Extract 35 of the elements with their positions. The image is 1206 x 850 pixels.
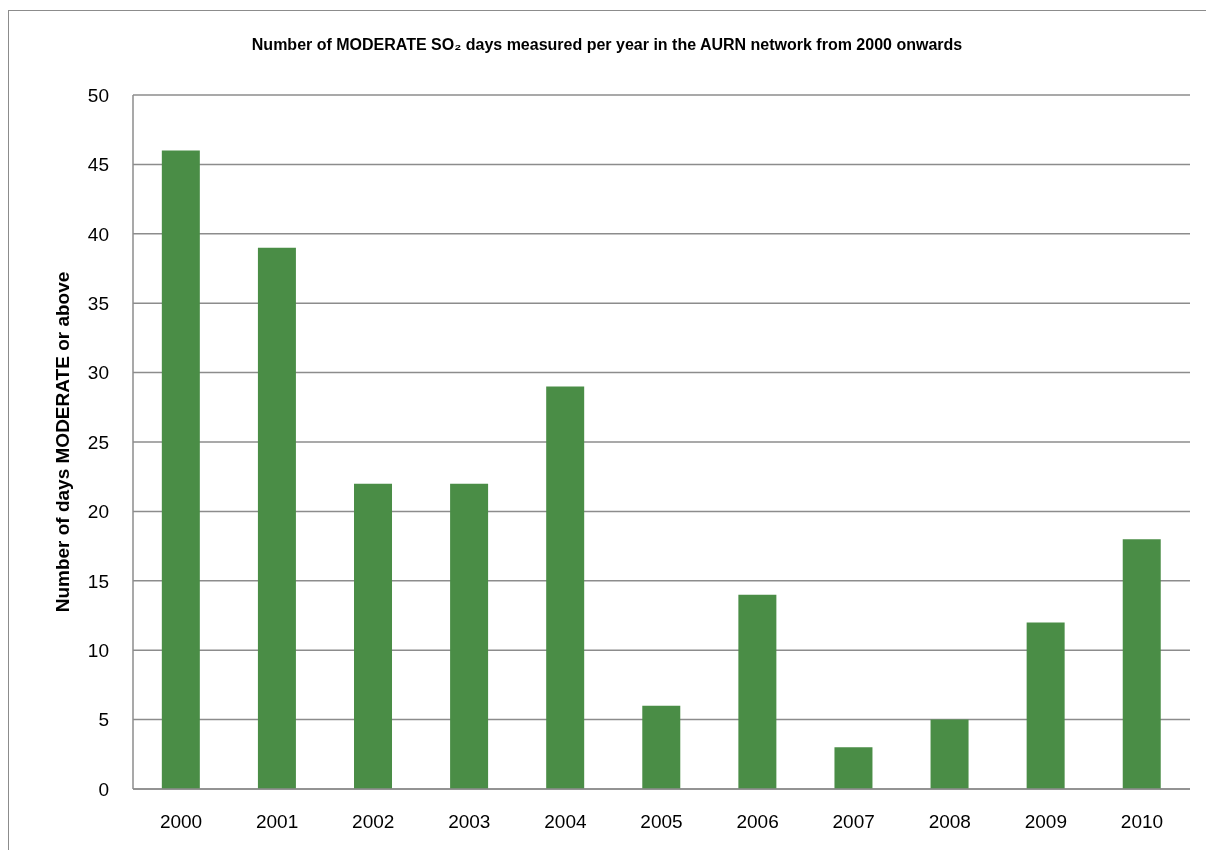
x-tick-label: 2008	[928, 811, 971, 833]
x-tick-label: 2010	[1120, 811, 1164, 833]
y-tick-label: 20	[87, 501, 109, 523]
x-tick-label: 2000	[159, 811, 203, 833]
bar	[642, 705, 681, 789]
y-tick-label: 0	[98, 778, 109, 800]
x-tick-label: 2005	[640, 811, 683, 833]
bar	[450, 483, 489, 789]
x-tick-label: 2003	[448, 811, 491, 833]
y-tick-label: 35	[87, 292, 109, 314]
y-tick-label: 40	[87, 223, 109, 245]
x-tick-label: 2006	[736, 811, 779, 833]
bar	[257, 247, 296, 789]
x-tick-label: 2007	[832, 811, 875, 833]
bar	[1122, 539, 1161, 789]
y-tick-label: 45	[87, 154, 109, 176]
bar	[738, 594, 777, 789]
y-tick-label: 15	[87, 570, 109, 592]
x-tick-label: 2009	[1024, 811, 1067, 833]
y-tick-label: 30	[87, 362, 109, 384]
y-tick-label: 50	[87, 84, 109, 106]
chart-title: Number of MODERATE SO₂ days measured per year in the AURN network from 2000 onwards	[250, 36, 964, 54]
bar	[354, 483, 393, 789]
bar	[546, 386, 585, 789]
y-tick-label: 25	[87, 431, 109, 453]
x-tick-label: 2002	[352, 811, 395, 833]
bar	[930, 719, 969, 789]
x-tick-label: 2001	[256, 811, 299, 833]
y-axis-title: Number of days MODERATE or above	[51, 271, 73, 613]
y-tick-label: 5	[98, 709, 109, 731]
x-tick-label: 2004	[544, 811, 587, 833]
y-tick-label: 10	[87, 639, 109, 661]
bar	[1026, 622, 1065, 789]
bar	[834, 747, 873, 789]
bar	[161, 150, 200, 789]
